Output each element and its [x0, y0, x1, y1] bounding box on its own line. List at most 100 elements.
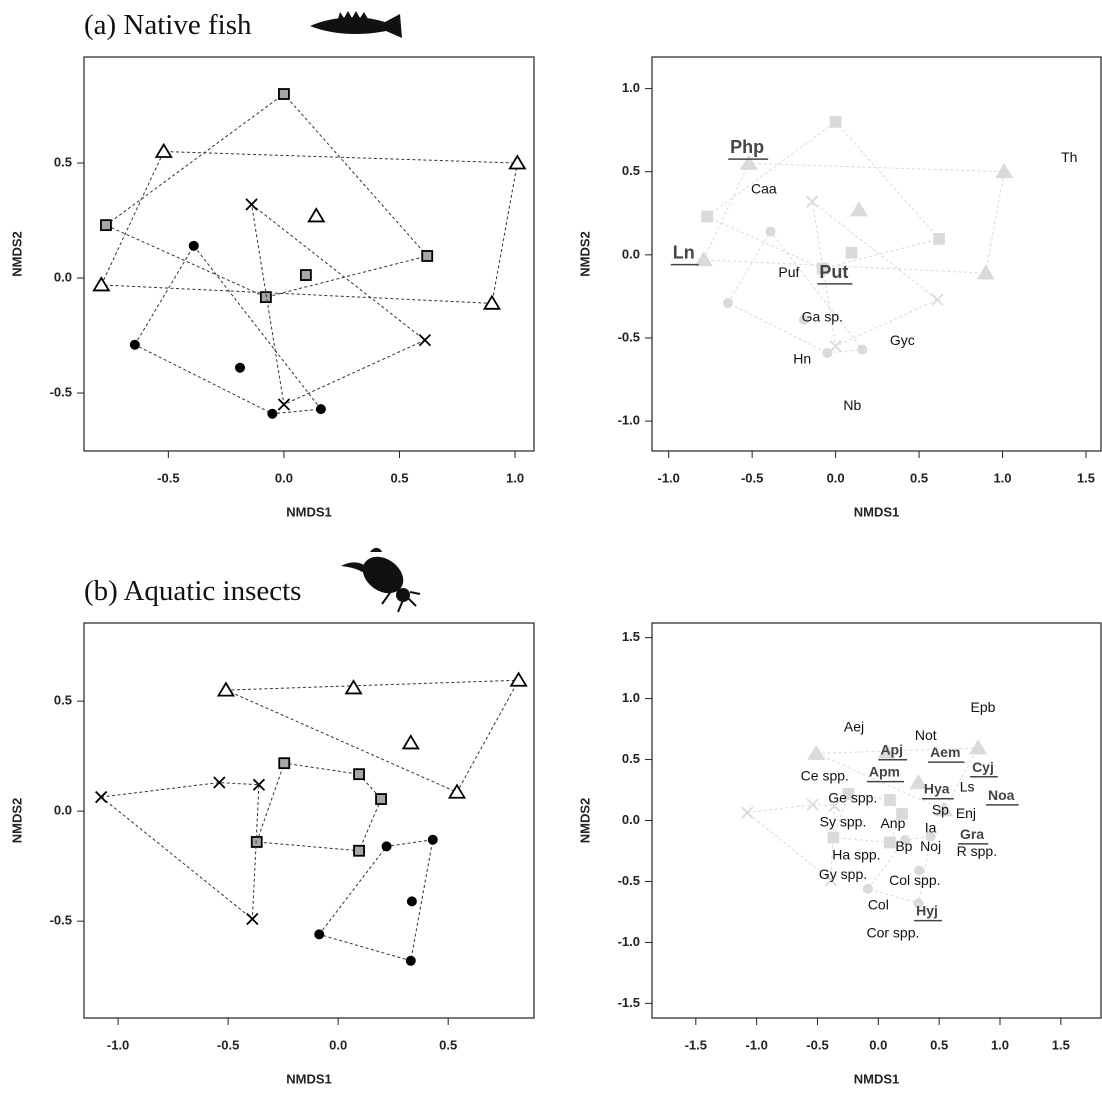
x-tick-label: 0.5 [439, 1037, 457, 1052]
x-tick-label: -1.5 [685, 1037, 707, 1052]
hull [727, 230, 864, 354]
species-label: Aej [844, 719, 864, 735]
point [188, 240, 199, 251]
point [213, 776, 226, 789]
x-tick-label: -0.5 [806, 1037, 828, 1052]
point [278, 757, 291, 770]
x-tick-label: -0.5 [741, 470, 763, 485]
x-tick-label: 0.0 [827, 470, 845, 485]
species-label: Puf [778, 264, 799, 280]
point [933, 232, 945, 245]
point [883, 836, 896, 849]
species-label: Apm [869, 764, 900, 780]
point [913, 898, 924, 909]
x-tick-label: -1.0 [107, 1037, 129, 1052]
species-label: Put [819, 262, 848, 282]
y-tick-label: -1.0 [618, 934, 640, 949]
point [353, 768, 365, 781]
x-axis-title: NMDS1 [286, 1071, 332, 1086]
plot-frame [651, 56, 1102, 452]
panel-title: (a) Native fish [84, 9, 252, 41]
point [216, 681, 236, 697]
x-tick-label: 1.0 [991, 1037, 1009, 1052]
x-tick-label: -1.0 [745, 1037, 767, 1052]
point [92, 276, 111, 292]
x-axis-title: NMDS1 [286, 504, 332, 519]
point [353, 844, 365, 857]
y-tick-label: -1.0 [618, 413, 640, 428]
species-label: Gra [960, 826, 984, 842]
y-tick-label: -1.5 [618, 995, 640, 1010]
point [842, 788, 855, 800]
point [245, 198, 258, 211]
point [278, 88, 290, 100]
point [765, 226, 776, 237]
x-tick-label: -0.5 [157, 470, 179, 485]
species-label: Apj [880, 742, 903, 758]
point [307, 207, 326, 223]
point [822, 347, 833, 358]
point [806, 195, 819, 208]
point [427, 834, 438, 845]
panel: -1.0 -0.5 0.0 0.5 1.0 1.5 -1.0 -0.5 0.0 0.5 1.0 NMD… [577, 56, 1102, 519]
species-label: Gy spp. [819, 866, 867, 882]
y-axis-title: NMDS2 [9, 231, 24, 277]
point [828, 799, 841, 813]
species-label: Aem [930, 744, 960, 760]
hull [867, 835, 932, 905]
x-tick-label: -0.5 [217, 1037, 239, 1052]
panel: -1.5 -1.0 -0.5 0.0 0.5 1.0 1.5 -1.5 -1.0 -0.5 0.0 0… [577, 622, 1102, 1086]
species-label: Hyj [916, 903, 938, 919]
species-label: Ga sp. [802, 309, 843, 325]
point [857, 344, 868, 355]
species-label: Cyj [972, 759, 994, 775]
point [250, 836, 263, 848]
species-label: Ha spp. [832, 847, 880, 863]
point [421, 250, 434, 262]
point [849, 201, 869, 217]
point [694, 251, 713, 267]
point [829, 340, 842, 353]
species-label: Ia [925, 820, 937, 836]
plot-frame [83, 622, 535, 1019]
panel-title: (b) Aquatic insects [84, 575, 301, 607]
y-tick-label: 0.0 [54, 269, 72, 284]
hull [811, 200, 939, 347]
point [722, 298, 733, 309]
y-tick-label: 0.5 [54, 693, 72, 708]
x-tick-label: -1.0 [657, 470, 679, 485]
x-axis-title: NMDS1 [854, 1071, 900, 1086]
panel: (a) Native fish -0.5 0.0 0.5 1.0 -0.5 0.0 0.5 NM… [9, 9, 535, 519]
point [976, 264, 995, 280]
panel: (b) Aquatic insects -1.0 -0.5 0.0 0.5 -0.5 0.0… [9, 575, 535, 1086]
y-axis-title: NMDS2 [577, 798, 592, 844]
point [862, 883, 873, 894]
hull [832, 793, 903, 843]
point [806, 798, 819, 811]
point [401, 734, 420, 750]
y-tick-label: -0.5 [50, 913, 72, 928]
species-label: Php [730, 137, 764, 157]
point [829, 115, 842, 128]
point [315, 404, 326, 415]
point [406, 896, 417, 907]
x-tick-label: 1.0 [506, 470, 524, 485]
y-tick-label: 1.5 [622, 629, 640, 644]
point [701, 210, 713, 223]
species-label: Col [868, 897, 889, 913]
point [909, 773, 928, 790]
species-label: Ln [673, 243, 695, 263]
x-tick-label: 0.0 [869, 1037, 887, 1052]
species-label: R spp. [957, 843, 997, 859]
fish-icon [310, 11, 402, 38]
point [995, 162, 1014, 179]
point [447, 783, 467, 799]
plot-frame [83, 56, 535, 452]
species-label: Bp [895, 838, 912, 854]
y-tick-label: 0.0 [622, 246, 640, 261]
point [259, 291, 272, 304]
species-label: Sy spp. [820, 814, 867, 830]
point [877, 743, 896, 759]
point [235, 362, 246, 373]
y-tick-label: 0.0 [54, 803, 72, 818]
